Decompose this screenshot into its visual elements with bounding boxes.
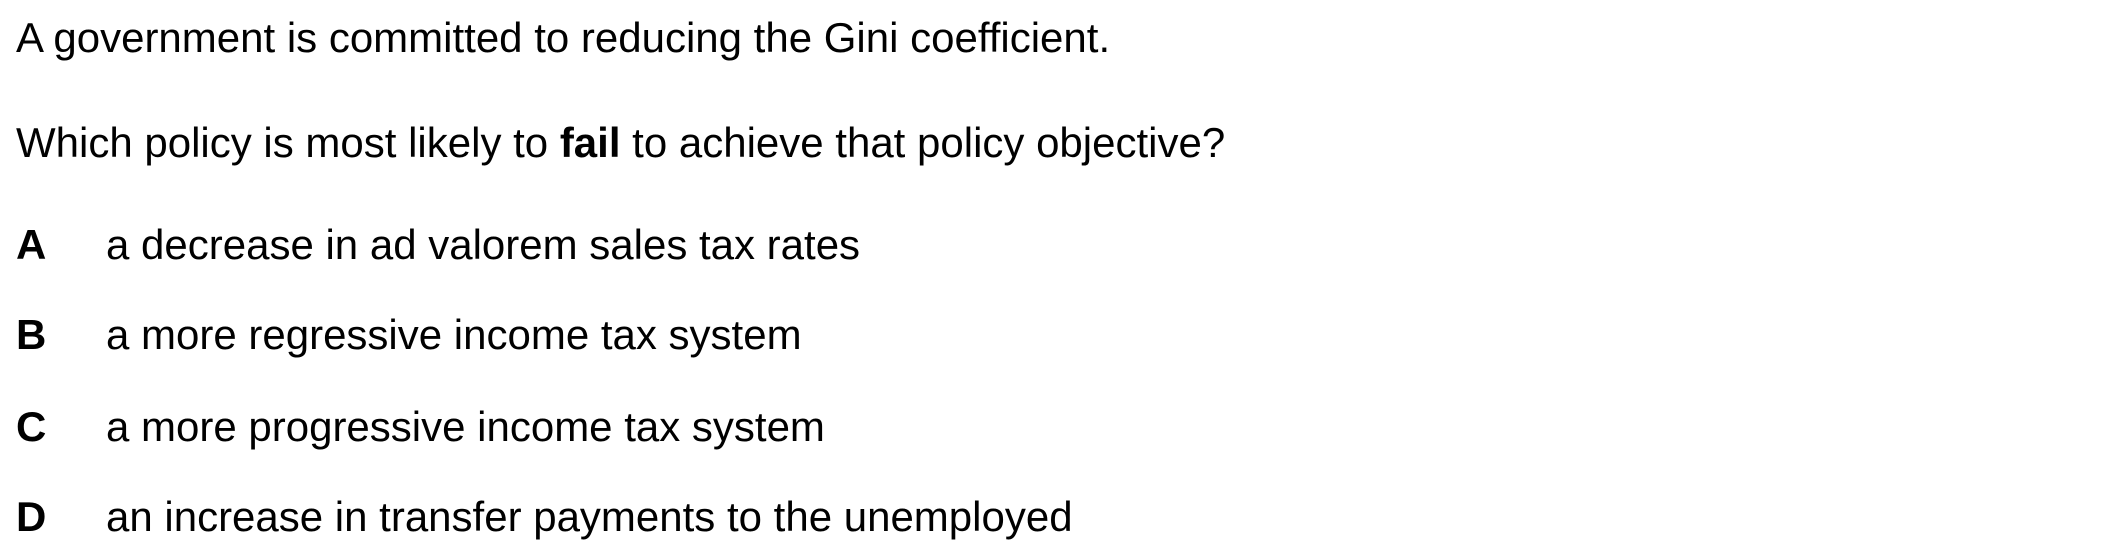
option-d-letter: D bbox=[16, 493, 47, 540]
option-d-text: an increase in transfer payments to the … bbox=[106, 493, 1073, 540]
prompt-after: to achieve that policy objective? bbox=[620, 119, 1226, 166]
option-a-letter: A bbox=[16, 221, 47, 268]
question-stem: A government is committed to reducing th… bbox=[16, 14, 1111, 61]
prompt-emphasis: fail bbox=[559, 119, 621, 166]
question-prompt: Which policy is most likely to fail to a… bbox=[16, 119, 1225, 167]
option-c-letter: C bbox=[16, 403, 47, 450]
prompt-before: Which policy is most likely to bbox=[16, 119, 560, 166]
option-b-text: a more regressive income tax system bbox=[106, 311, 802, 358]
option-a-text: a decrease in ad valorem sales tax rates bbox=[106, 221, 861, 268]
option-c-text: a more progressive income tax system bbox=[106, 403, 825, 450]
option-b-letter: B bbox=[16, 311, 47, 358]
